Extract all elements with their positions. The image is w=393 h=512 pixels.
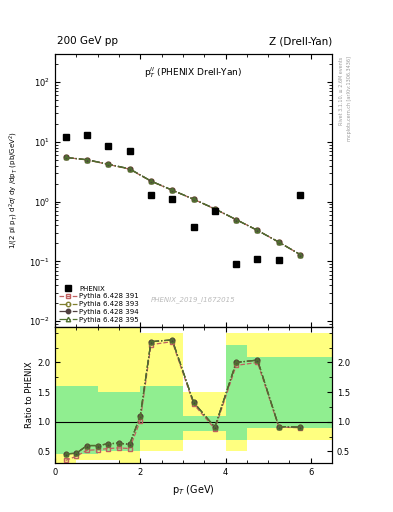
Pythia 6.428 393 <box>213 206 217 212</box>
Line: Pythia 6.428 394: Pythia 6.428 394 <box>63 155 302 257</box>
PHENIX <box>170 196 174 202</box>
Pythia 6.428 394 <box>276 239 281 245</box>
Pythia 6.428 391 <box>84 157 89 163</box>
PHENIX <box>255 256 260 262</box>
Pythia 6.428 393 <box>191 196 196 202</box>
Pythia 6.428 394 <box>213 206 217 212</box>
Pythia 6.428 393 <box>63 155 68 161</box>
Pythia 6.428 394 <box>298 251 303 258</box>
X-axis label: p$_T$ (GeV): p$_T$ (GeV) <box>172 483 215 497</box>
Pythia 6.428 391 <box>191 196 196 202</box>
Y-axis label: Ratio to PHENIX: Ratio to PHENIX <box>25 362 34 429</box>
PHENIX <box>149 192 153 198</box>
PHENIX <box>234 261 239 267</box>
Pythia 6.428 395 <box>149 178 153 184</box>
Text: mcplots.cern.ch [arXiv:1306.3436]: mcplots.cern.ch [arXiv:1306.3436] <box>347 56 352 141</box>
Pythia 6.428 394 <box>63 155 68 161</box>
Pythia 6.428 394 <box>191 196 196 202</box>
PHENIX <box>276 257 281 263</box>
Y-axis label: 1/(2 pi p$_T$) d$^2\sigma$/ dy /dp$_T$ (pb/GeV$^2$): 1/(2 pi p$_T$) d$^2\sigma$/ dy /dp$_T$ (… <box>8 131 20 249</box>
Pythia 6.428 394 <box>234 217 239 223</box>
Pythia 6.428 393 <box>298 251 303 258</box>
Pythia 6.428 391 <box>298 251 303 258</box>
Text: Z (Drell-Yan): Z (Drell-Yan) <box>269 36 332 46</box>
Pythia 6.428 393 <box>84 157 89 163</box>
Line: Pythia 6.428 393: Pythia 6.428 393 <box>63 155 302 257</box>
Pythia 6.428 393 <box>149 178 153 184</box>
Pythia 6.428 391 <box>63 155 68 161</box>
Pythia 6.428 391 <box>149 178 153 184</box>
PHENIX <box>84 132 89 138</box>
Text: Rivet 3.1.10, ≥ 2.6M events: Rivet 3.1.10, ≥ 2.6M events <box>339 56 344 124</box>
Pythia 6.428 395 <box>191 196 196 202</box>
PHENIX <box>63 134 68 140</box>
Line: PHENIX: PHENIX <box>62 132 303 267</box>
Text: PHENIX_2019_I1672015: PHENIX_2019_I1672015 <box>151 296 236 303</box>
Pythia 6.428 391 <box>255 227 260 233</box>
Line: Pythia 6.428 391: Pythia 6.428 391 <box>63 155 302 257</box>
Pythia 6.428 393 <box>106 161 111 167</box>
Pythia 6.428 394 <box>84 157 89 163</box>
Line: Pythia 6.428 395: Pythia 6.428 395 <box>63 155 302 257</box>
Pythia 6.428 394 <box>106 161 111 167</box>
Text: 200 GeV pp: 200 GeV pp <box>57 36 118 46</box>
Pythia 6.428 391 <box>170 187 174 194</box>
Pythia 6.428 395 <box>170 187 174 193</box>
Pythia 6.428 391 <box>213 206 217 212</box>
Pythia 6.428 395 <box>63 155 68 161</box>
Pythia 6.428 393 <box>255 227 260 233</box>
Pythia 6.428 391 <box>106 161 111 167</box>
Pythia 6.428 395 <box>84 157 89 163</box>
PHENIX <box>298 192 303 198</box>
Pythia 6.428 395 <box>298 251 303 258</box>
Pythia 6.428 391 <box>234 217 239 223</box>
Pythia 6.428 394 <box>149 178 153 184</box>
Pythia 6.428 393 <box>234 217 239 223</box>
Pythia 6.428 395 <box>213 206 217 212</box>
Pythia 6.428 395 <box>106 161 111 167</box>
Pythia 6.428 394 <box>255 227 260 233</box>
Pythia 6.428 394 <box>127 166 132 172</box>
Pythia 6.428 395 <box>276 239 281 245</box>
Pythia 6.428 395 <box>255 227 260 233</box>
Pythia 6.428 391 <box>127 166 132 172</box>
PHENIX <box>213 208 217 214</box>
Pythia 6.428 395 <box>234 217 239 223</box>
PHENIX <box>106 143 111 149</box>
Pythia 6.428 391 <box>276 239 281 245</box>
Legend: PHENIX, Pythia 6.428 391, Pythia 6.428 393, Pythia 6.428 394, Pythia 6.428 395: PHENIX, Pythia 6.428 391, Pythia 6.428 3… <box>58 284 140 324</box>
Pythia 6.428 393 <box>127 166 132 172</box>
PHENIX <box>191 224 196 230</box>
Pythia 6.428 394 <box>170 187 174 193</box>
Pythia 6.428 395 <box>127 166 132 172</box>
Pythia 6.428 393 <box>276 239 281 245</box>
Pythia 6.428 393 <box>170 187 174 194</box>
Text: p$_T^{ll}$ (PHENIX Drell-Yan): p$_T^{ll}$ (PHENIX Drell-Yan) <box>144 65 243 79</box>
PHENIX <box>127 148 132 154</box>
